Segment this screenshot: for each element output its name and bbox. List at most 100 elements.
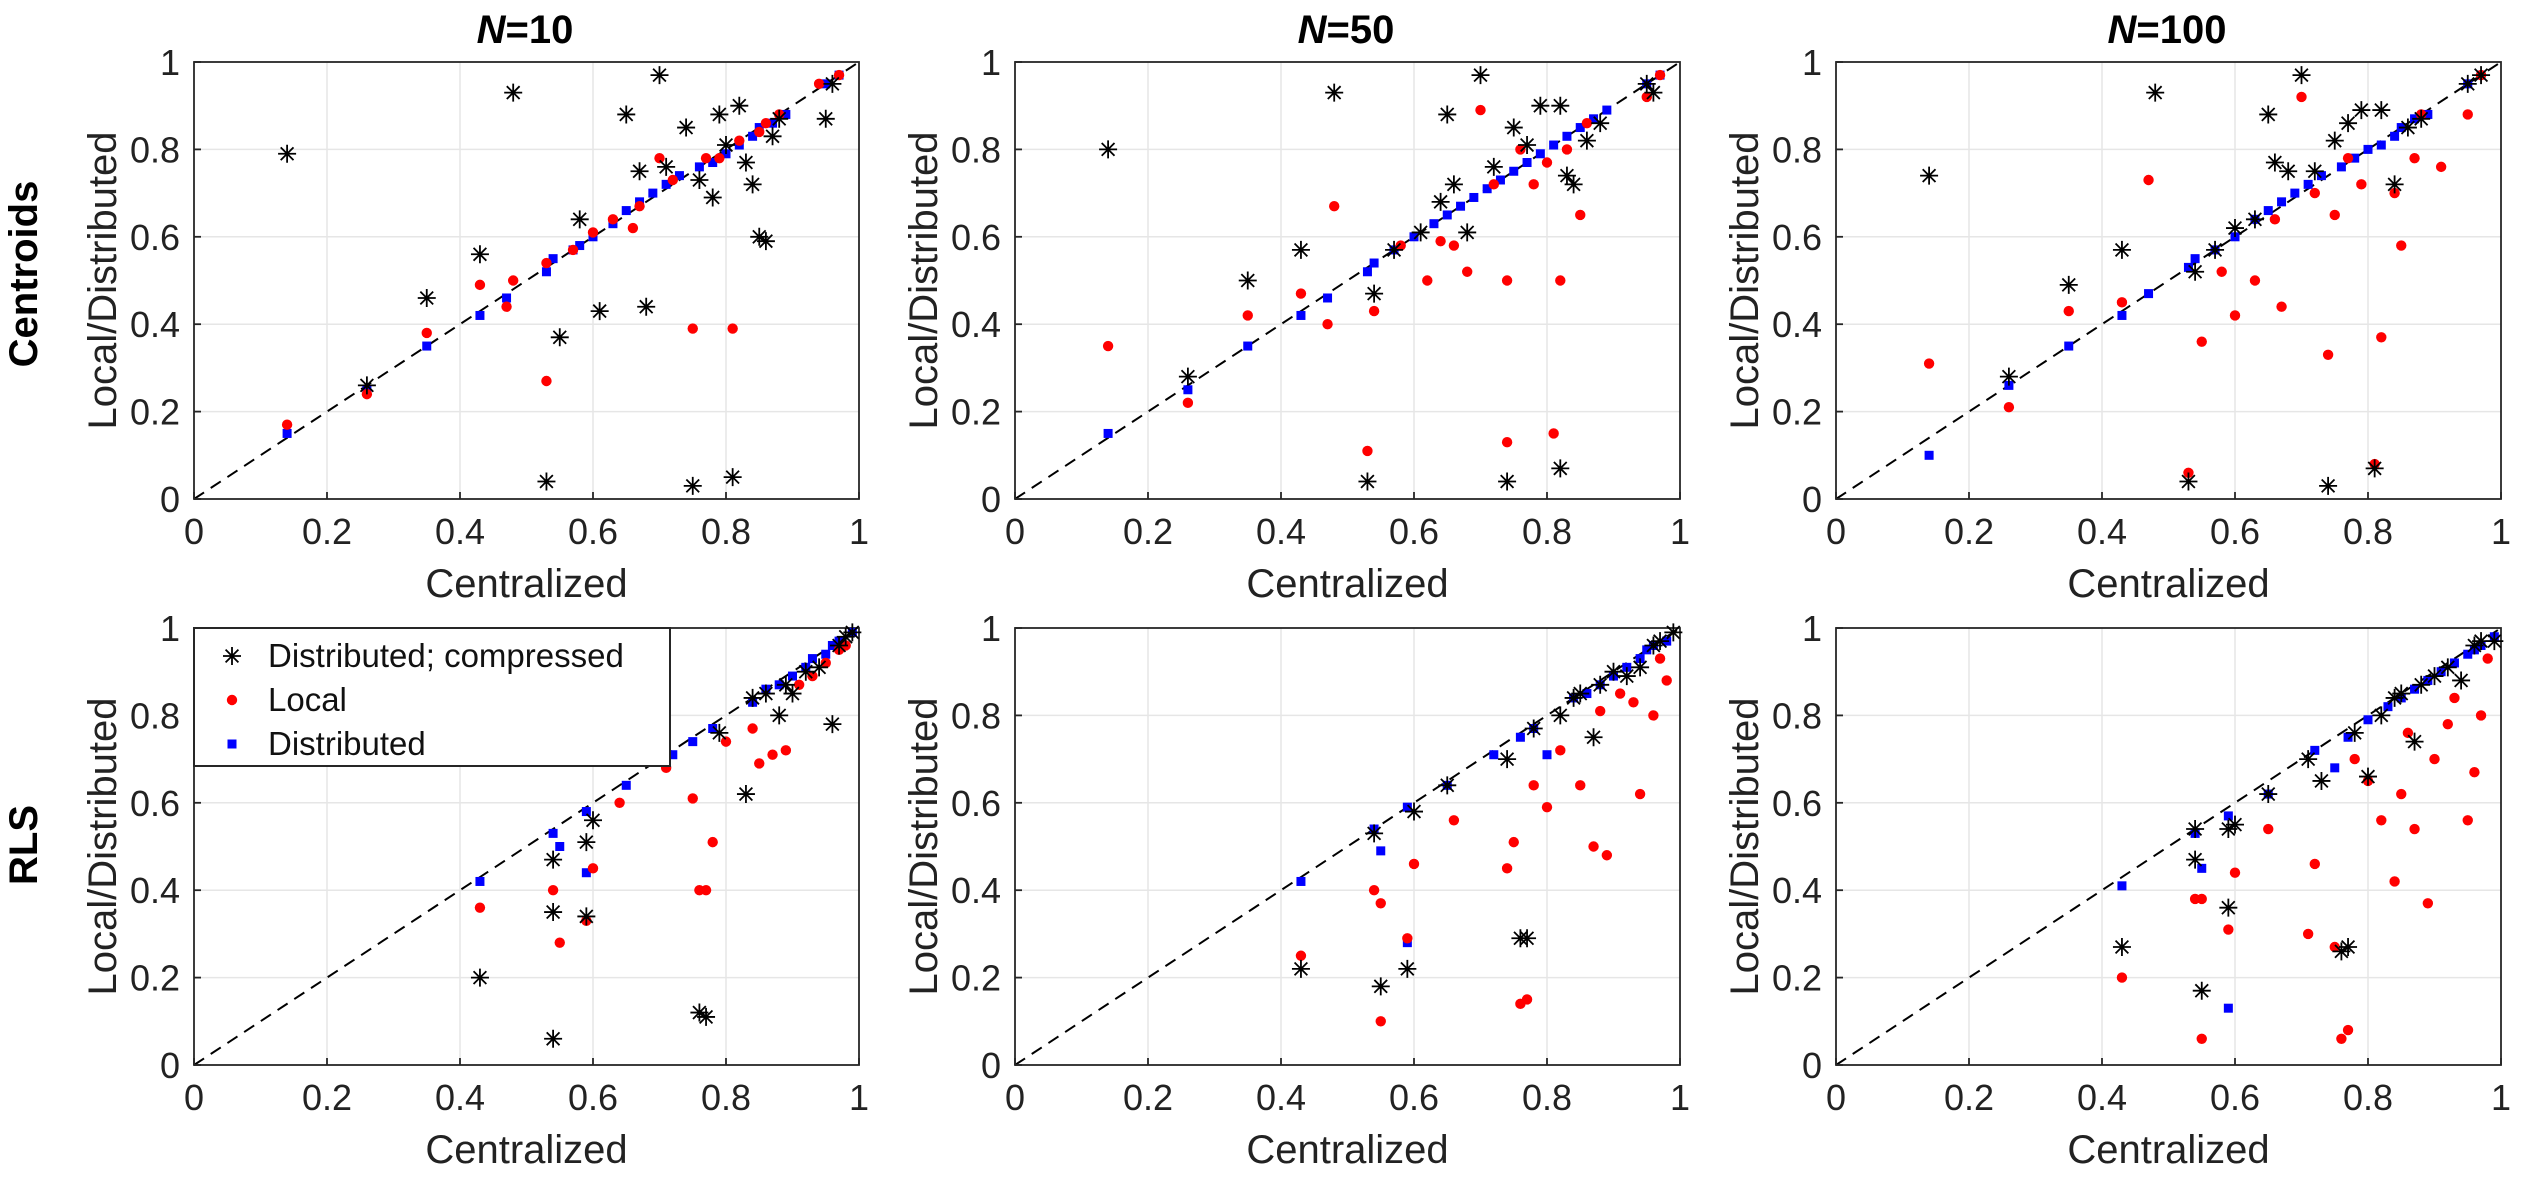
data-point: [2436, 667, 2446, 677]
legend-square: [227, 739, 237, 749]
data-point-shape: [836, 627, 855, 646]
data-point: [1551, 459, 1570, 478]
data-point: [1522, 158, 1532, 168]
x-tick-label: 0: [1005, 1077, 1025, 1118]
data-point: [1456, 201, 1466, 211]
data-point: [1518, 929, 1537, 948]
data-point: [2302, 928, 2314, 940]
data-point: [1295, 288, 1307, 299]
data-point-shape: [2359, 767, 2377, 786]
data-point: [2330, 763, 2340, 773]
y-axis-label: Local/Distributed: [1723, 132, 1767, 430]
data-point: [768, 118, 778, 128]
x-tick-label: 0.8: [701, 1077, 751, 1118]
data-point: [1637, 74, 1656, 93]
data-point-shape: [550, 328, 569, 347]
data-point: [1575, 123, 1585, 133]
data-point: [2329, 209, 2340, 221]
data-point: [1557, 166, 1576, 185]
data-point: [1369, 258, 1379, 268]
data-point: [2265, 153, 2284, 172]
data-point-shape: [2312, 771, 2331, 790]
data-point-shape: [1411, 223, 1430, 242]
data-point: [2359, 767, 2377, 786]
data-point: [1358, 472, 1377, 491]
data-point: [1438, 105, 1457, 124]
data-point: [2197, 863, 2207, 873]
data-point-shape: [2192, 981, 2211, 1000]
data-point: [767, 749, 778, 760]
legend-dot: [226, 694, 238, 706]
data-point: [2469, 767, 2480, 778]
data-point: [707, 836, 718, 848]
y-tick-label: 0.4: [130, 304, 180, 345]
data-point: [2223, 811, 2233, 821]
data-point: [2365, 459, 2384, 478]
data-point: [2376, 815, 2387, 826]
data-point-shape: [743, 175, 762, 194]
data-point-shape: [1385, 240, 1404, 259]
data-point: [2003, 402, 2015, 413]
data-point: [2112, 240, 2131, 259]
x-tick-label: 0.6: [568, 1077, 618, 1118]
legend-box: [193, 627, 671, 767]
data-point-shape: [630, 162, 649, 181]
data-point: [2412, 675, 2431, 694]
data-point: [607, 214, 619, 225]
data-point-shape: [1458, 223, 1477, 242]
data-point-shape: [1591, 114, 1610, 133]
data-point: [2269, 214, 2281, 225]
data-point: [2059, 275, 2078, 294]
column-title-n100: N=100: [2108, 8, 2227, 52]
data-point-shape: [1531, 96, 1550, 115]
y-tick-label: 0.8: [1772, 695, 1822, 736]
data-point: [710, 105, 729, 124]
data-point: [650, 66, 669, 85]
data-point: [550, 328, 569, 347]
data-point: [697, 1007, 716, 1026]
x-tick-label: 0: [184, 1077, 204, 1118]
axes-frame: [1014, 61, 1681, 500]
data-point: [1482, 184, 1492, 194]
y-axis-label: Local/Distributed: [81, 132, 125, 430]
data-point: [690, 170, 709, 189]
y-tick-label: 0.8: [951, 129, 1001, 170]
data-point: [627, 222, 639, 234]
data-point-shape: [1551, 706, 1570, 725]
data-point: [668, 750, 678, 760]
data-point-shape: [1617, 667, 1636, 686]
legend-marker-compressed: [223, 647, 241, 665]
data-point: [823, 715, 842, 734]
data-point-shape: [810, 658, 829, 677]
data-point: [2423, 109, 2433, 119]
data-point: [1515, 144, 1526, 155]
data-point: [2292, 66, 2311, 85]
data-point: [720, 736, 732, 747]
legend-marker-local: [226, 694, 238, 706]
series-distributed-compressed: [278, 66, 842, 495]
y-tick-label: 0: [160, 1045, 180, 1086]
data-point: [756, 684, 775, 703]
data-point: [570, 210, 589, 229]
data-point: [2223, 924, 2234, 935]
data-point: [537, 472, 556, 491]
data-point: [1564, 688, 1583, 707]
data-point: [750, 227, 769, 246]
data-point: [421, 327, 432, 339]
data-point: [1501, 275, 1513, 286]
data-point: [2329, 941, 2340, 953]
data-point: [541, 267, 551, 277]
data-point: [2390, 131, 2400, 141]
data-point: [1551, 706, 1570, 725]
data-point: [1458, 223, 1477, 242]
y-tick-label: 0.2: [130, 958, 180, 999]
data-point: [621, 206, 631, 216]
x-tick-label: 0.6: [2210, 1077, 2260, 1118]
data-point: [634, 201, 645, 212]
x-tick-label: 1: [849, 511, 869, 552]
data-point: [1588, 841, 1599, 852]
y-tick-label: 0.6: [951, 783, 1001, 824]
data-point: [1535, 149, 1545, 159]
data-point: [1644, 636, 1663, 655]
data-point-shape: [2412, 109, 2431, 128]
